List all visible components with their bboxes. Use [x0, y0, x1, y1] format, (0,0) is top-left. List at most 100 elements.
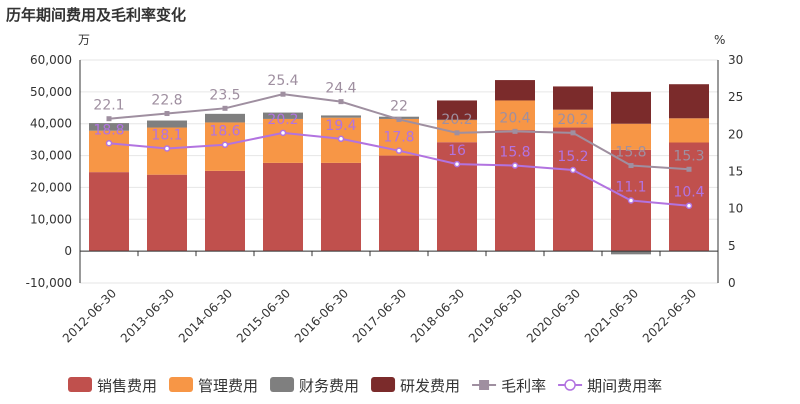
- data-label-毛利率: 24.4: [325, 81, 356, 97]
- bar-管理费用: [611, 123, 651, 150]
- data-label-期间费用率: 11.1: [615, 179, 646, 195]
- bar-销售费用: [147, 174, 187, 252]
- data-label-毛利率: 23.5: [209, 87, 240, 103]
- marker-毛利率: [338, 99, 344, 105]
- legend-label: 财务费用: [299, 377, 359, 395]
- bar-研发费用: [611, 91, 651, 124]
- marker-毛利率: [454, 130, 460, 136]
- bar-研发费用: [669, 84, 709, 119]
- left-tick-label: 0: [64, 244, 72, 258]
- bar-管理费用: [89, 130, 129, 173]
- bar-销售费用: [495, 130, 535, 252]
- data-label-期间费用率: 19.4: [325, 118, 356, 134]
- right-tick-label: 30: [728, 53, 743, 67]
- legend-swatch-管理费用: [169, 377, 194, 392]
- legend-label: 研发费用: [400, 377, 460, 395]
- marker-毛利率: [628, 163, 634, 169]
- marker-期间费用率: [221, 141, 229, 148]
- bar-销售费用: [205, 170, 245, 252]
- right-tick-label: 25: [728, 90, 743, 104]
- bar-财务费用: [147, 120, 187, 128]
- category-label: 2018-06-30: [408, 286, 467, 345]
- left-tick-label: 30,000: [30, 149, 72, 163]
- legend-label: 管理费用: [198, 377, 258, 395]
- data-label-毛利率: 22.8: [151, 93, 182, 109]
- marker-毛利率: [570, 130, 576, 136]
- bar-财务费用: [205, 113, 245, 123]
- bar-销售费用: [669, 142, 709, 252]
- left-tick-label: -10,000: [26, 276, 72, 290]
- data-label-期间费用率: 16: [448, 143, 466, 159]
- legend: 销售费用 管理费用 财务费用 研发费用 毛利率 期间费用率: [68, 377, 662, 395]
- legend-marker-毛利率: [479, 380, 490, 390]
- data-label-期间费用率: 20.2: [267, 112, 298, 128]
- category-label: 2020-06-30: [524, 286, 583, 345]
- marker-期间费用率: [163, 145, 171, 152]
- category-label: 2022-06-30: [640, 286, 699, 345]
- marker-期间费用率: [453, 160, 461, 168]
- marker-期间费用率: [569, 166, 577, 174]
- data-label-期间费用率: 18.6: [209, 124, 240, 140]
- category-label: 2015-06-30: [234, 286, 293, 345]
- category-label: 2014-06-30: [176, 286, 235, 345]
- bar-销售费用: [89, 172, 129, 252]
- data-label-毛利率: 20.2: [441, 112, 472, 128]
- data-label-期间费用率: 18.8: [93, 122, 124, 138]
- bar-财务费用: [321, 115, 361, 118]
- data-label-毛利率: 22: [390, 98, 408, 114]
- marker-毛利率: [280, 91, 286, 97]
- bar-销售费用: [263, 162, 303, 252]
- chart-title: 历年期间费用及毛利率变化: [6, 6, 186, 24]
- marker-期间费用率: [337, 135, 345, 143]
- right-axis-unit: %: [714, 33, 725, 47]
- bar-管理费用: [495, 100, 535, 131]
- legend-marker-期间费用率: [564, 379, 576, 391]
- bar-管理费用: [553, 109, 593, 128]
- data-label-毛利率: 20.4: [499, 110, 530, 126]
- bar-研发费用: [437, 100, 477, 120]
- left-axis-unit: 万: [78, 33, 90, 47]
- data-label-期间费用率: 18.1: [151, 127, 182, 143]
- bar-管理费用: [263, 118, 303, 163]
- category-label: 2019-06-30: [466, 286, 525, 345]
- bar-研发费用: [495, 80, 535, 101]
- marker-期间费用率: [627, 197, 635, 204]
- marker-期间费用率: [395, 147, 403, 154]
- bar-销售费用: [321, 162, 361, 252]
- right-tick-label: 15: [728, 165, 743, 179]
- legend-swatch-销售费用: [68, 377, 92, 392]
- data-label-期间费用率: 10.4: [673, 185, 704, 201]
- marker-期间费用率: [685, 202, 693, 209]
- line-series: [105, 91, 693, 209]
- marker-毛利率: [164, 111, 170, 117]
- bar-管理费用: [669, 118, 709, 143]
- bar-财务费用: [437, 119, 477, 121]
- left-tick-label: 50,000: [30, 85, 72, 99]
- legend-swatch-财务费用: [270, 377, 295, 392]
- left-tick-label: 40,000: [30, 117, 72, 131]
- legend-label: 销售费用: [97, 377, 157, 395]
- data-label-毛利率: 25.4: [267, 73, 298, 89]
- bar-财务费用: [89, 123, 129, 131]
- marker-毛利率: [222, 105, 228, 111]
- left-tick-label: 60,000: [30, 53, 72, 67]
- data-label-期间费用率: 15.2: [557, 149, 588, 165]
- bar-财务费用: [611, 251, 651, 255]
- marker-毛利率: [106, 116, 112, 122]
- category-label: 2016-06-30: [292, 286, 351, 345]
- category-label: 2012-06-30: [60, 286, 119, 345]
- marker-期间费用率: [105, 140, 113, 147]
- bar-销售费用: [553, 127, 593, 252]
- data-label-毛利率: 22.1: [93, 98, 124, 114]
- data-label-期间费用率: 15.8: [499, 145, 530, 161]
- right-tick-label: 10: [728, 202, 743, 216]
- marker-毛利率: [396, 116, 402, 122]
- right-tick-label: 0: [728, 276, 736, 290]
- bar-销售费用: [379, 155, 419, 252]
- right-tick-label: 5: [728, 239, 736, 253]
- category-label: 2021-06-30: [582, 286, 641, 345]
- bar-研发费用: [553, 86, 593, 110]
- bar-财务费用: [263, 112, 303, 119]
- marker-毛利率: [686, 166, 692, 172]
